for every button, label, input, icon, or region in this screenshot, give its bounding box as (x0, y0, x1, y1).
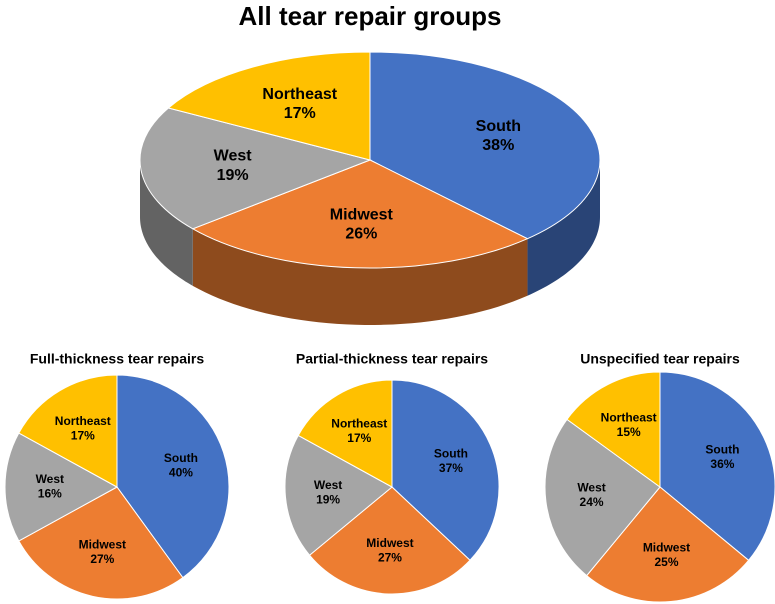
slice-value-label: 16% (38, 486, 62, 500)
slice-label: Northeast (331, 417, 387, 431)
slice-label: South (434, 446, 468, 460)
pie-slice (566, 371, 661, 488)
chart-title: Full-thickness tear repairs (30, 351, 205, 367)
slice-label: West (36, 472, 64, 486)
slice-label: Northeast (601, 410, 657, 424)
chart-title: Unspecified tear repairs (580, 351, 740, 367)
slice-label: Midwest (366, 536, 413, 550)
slice-label: West (577, 481, 605, 495)
slice-label: Midwest (79, 538, 126, 552)
chart-title: Partial-thickness tear repairs (296, 351, 488, 367)
slice-value-label: 25% (654, 555, 678, 569)
slice-label: Midwest (643, 541, 690, 555)
pie-slice (18, 486, 184, 600)
slice-label: Midwest (330, 206, 394, 223)
pie-slice (18, 374, 118, 488)
pie-slice (585, 486, 750, 603)
slice-value-label: 17% (284, 105, 316, 122)
slice-value-label: 36% (710, 457, 734, 471)
slice-value-label: 15% (617, 425, 641, 439)
pie-slice (369, 51, 601, 240)
slice-label: West (214, 148, 253, 165)
pie-slice (139, 107, 372, 230)
pie-slice (284, 434, 393, 556)
slice-value-label: 26% (345, 225, 377, 242)
pie-slice (191, 159, 529, 269)
pie-side (140, 160, 193, 286)
pie-side (527, 160, 600, 296)
slice-value-label: 17% (71, 429, 95, 443)
slice-value-label: 38% (482, 137, 514, 154)
slice-value-label: 19% (316, 492, 340, 506)
slice-value-label: 27% (90, 552, 114, 566)
slice-label: Northeast (55, 414, 111, 428)
slice-value-label: 27% (378, 551, 402, 565)
slice-label: West (314, 478, 342, 492)
slice-value-label: 24% (580, 495, 604, 509)
pie-slice (297, 379, 393, 488)
chart-title: All tear repair groups (239, 1, 502, 31)
slice-value-label: 17% (347, 431, 371, 445)
slice-label: South (164, 451, 198, 465)
pie-slice (4, 432, 119, 542)
pie-side (192, 228, 528, 325)
slice-label: Northeast (262, 86, 337, 103)
pie-slice (167, 51, 371, 161)
pie-slice (391, 379, 500, 561)
slice-label: South (476, 118, 521, 135)
slice-label: South (705, 443, 739, 457)
pie-slice (116, 374, 230, 579)
pie-slice (308, 486, 471, 595)
slice-value-label: 40% (169, 466, 193, 480)
pie-slice (544, 418, 661, 577)
slice-value-label: 37% (439, 461, 463, 475)
pie-slice (659, 371, 775, 562)
slice-value-label: 19% (217, 167, 249, 184)
